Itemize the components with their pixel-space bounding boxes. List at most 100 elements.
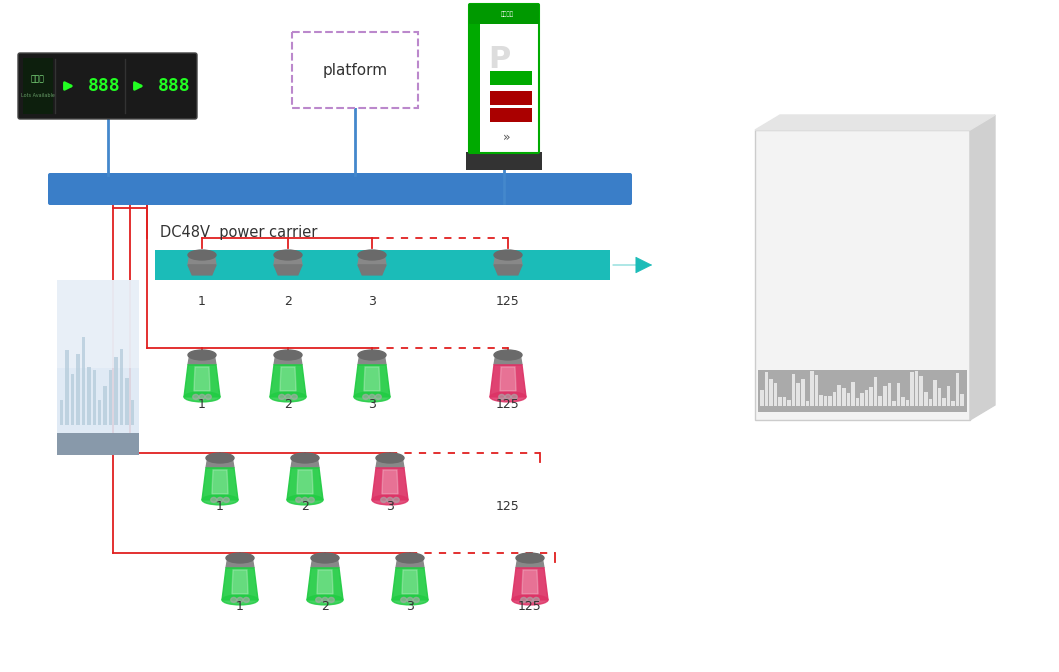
Text: 1: 1 — [198, 398, 205, 411]
FancyBboxPatch shape — [292, 32, 418, 108]
Ellipse shape — [376, 453, 403, 463]
Ellipse shape — [380, 497, 387, 503]
Ellipse shape — [511, 394, 517, 399]
Ellipse shape — [244, 597, 249, 602]
FancyBboxPatch shape — [769, 378, 773, 406]
FancyBboxPatch shape — [961, 394, 964, 406]
FancyBboxPatch shape — [760, 390, 764, 406]
FancyBboxPatch shape — [490, 108, 532, 122]
FancyBboxPatch shape — [466, 152, 542, 170]
FancyBboxPatch shape — [925, 392, 928, 406]
Text: 1: 1 — [236, 600, 244, 613]
Ellipse shape — [302, 497, 308, 503]
Polygon shape — [274, 357, 302, 365]
Polygon shape — [358, 357, 385, 365]
Text: Lots Available: Lots Available — [21, 93, 55, 98]
Ellipse shape — [396, 553, 424, 563]
Ellipse shape — [375, 394, 381, 399]
Ellipse shape — [285, 394, 291, 399]
Ellipse shape — [407, 597, 413, 602]
Ellipse shape — [295, 497, 302, 503]
Polygon shape — [274, 265, 302, 275]
Ellipse shape — [287, 495, 323, 505]
FancyBboxPatch shape — [120, 349, 123, 425]
FancyBboxPatch shape — [98, 400, 102, 425]
FancyBboxPatch shape — [758, 370, 967, 412]
Ellipse shape — [413, 597, 419, 602]
FancyBboxPatch shape — [130, 401, 134, 425]
Text: »: » — [503, 130, 510, 144]
FancyBboxPatch shape — [879, 396, 882, 406]
Text: 2: 2 — [284, 398, 292, 411]
FancyBboxPatch shape — [155, 250, 610, 280]
FancyBboxPatch shape — [828, 396, 832, 406]
FancyBboxPatch shape — [810, 371, 813, 406]
Polygon shape — [189, 265, 216, 275]
Polygon shape — [222, 568, 258, 600]
FancyBboxPatch shape — [490, 71, 532, 85]
FancyBboxPatch shape — [892, 401, 896, 406]
Ellipse shape — [184, 392, 220, 402]
FancyBboxPatch shape — [778, 397, 782, 406]
Ellipse shape — [521, 597, 526, 602]
Polygon shape — [354, 365, 390, 397]
Polygon shape — [402, 570, 418, 594]
FancyBboxPatch shape — [796, 383, 800, 406]
FancyBboxPatch shape — [820, 395, 823, 406]
Polygon shape — [202, 468, 238, 500]
FancyBboxPatch shape — [114, 358, 118, 425]
FancyBboxPatch shape — [838, 385, 841, 406]
FancyBboxPatch shape — [856, 398, 859, 406]
FancyBboxPatch shape — [48, 173, 632, 205]
FancyBboxPatch shape — [842, 388, 845, 406]
Ellipse shape — [511, 595, 548, 605]
FancyBboxPatch shape — [860, 392, 864, 406]
FancyBboxPatch shape — [869, 387, 873, 406]
FancyBboxPatch shape — [57, 433, 139, 455]
FancyBboxPatch shape — [87, 368, 91, 425]
FancyBboxPatch shape — [57, 280, 139, 455]
Polygon shape — [287, 468, 323, 500]
Ellipse shape — [199, 394, 205, 399]
Text: 2: 2 — [301, 500, 309, 513]
Polygon shape — [382, 470, 398, 494]
Ellipse shape — [516, 553, 544, 563]
FancyBboxPatch shape — [469, 4, 539, 153]
Text: 1: 1 — [216, 500, 223, 513]
FancyBboxPatch shape — [783, 397, 787, 406]
Text: 2: 2 — [321, 600, 329, 613]
FancyBboxPatch shape — [887, 383, 891, 406]
FancyBboxPatch shape — [929, 399, 932, 406]
Ellipse shape — [211, 497, 217, 503]
FancyBboxPatch shape — [874, 377, 878, 406]
Text: 1: 1 — [198, 295, 205, 308]
Polygon shape — [184, 365, 220, 397]
Ellipse shape — [274, 250, 302, 260]
Ellipse shape — [193, 394, 199, 399]
Ellipse shape — [217, 497, 223, 503]
FancyBboxPatch shape — [846, 392, 850, 406]
Polygon shape — [516, 560, 544, 568]
Polygon shape — [274, 257, 302, 265]
Text: 3: 3 — [406, 600, 414, 613]
Ellipse shape — [493, 250, 522, 260]
FancyBboxPatch shape — [470, 5, 480, 152]
Polygon shape — [511, 568, 548, 600]
Polygon shape — [291, 460, 319, 468]
FancyBboxPatch shape — [774, 383, 777, 406]
Ellipse shape — [392, 595, 428, 605]
Ellipse shape — [291, 453, 319, 463]
FancyBboxPatch shape — [919, 376, 923, 406]
Ellipse shape — [499, 394, 505, 399]
Ellipse shape — [270, 392, 306, 402]
Ellipse shape — [490, 392, 526, 402]
FancyBboxPatch shape — [814, 376, 819, 406]
Ellipse shape — [362, 394, 369, 399]
Polygon shape — [212, 470, 228, 494]
Ellipse shape — [279, 394, 285, 399]
Polygon shape — [372, 468, 408, 500]
Polygon shape — [280, 367, 297, 391]
Ellipse shape — [534, 597, 539, 602]
Polygon shape — [755, 115, 995, 130]
Polygon shape — [392, 568, 428, 600]
